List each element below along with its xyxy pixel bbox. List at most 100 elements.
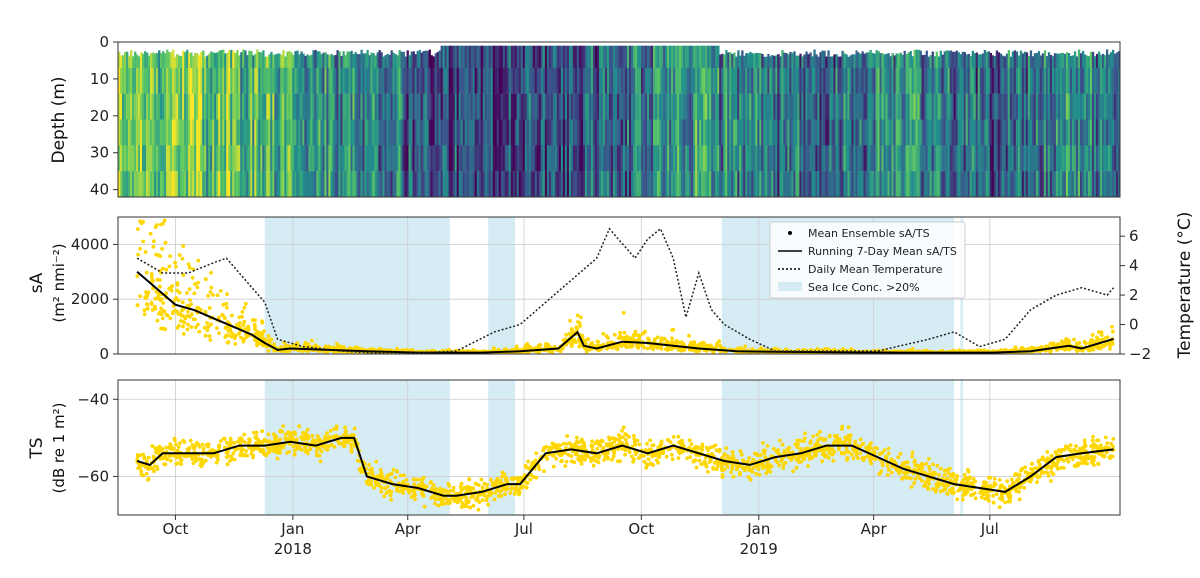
- ts-point: [757, 472, 762, 477]
- ts-point: [230, 440, 235, 445]
- sea-ice-span: [488, 217, 515, 354]
- ts-point: [1102, 453, 1107, 458]
- ts-point: [558, 453, 563, 458]
- ts-point: [984, 496, 989, 500]
- sa-point: [586, 337, 591, 342]
- ts-point: [517, 490, 522, 495]
- ts-point: [334, 424, 339, 429]
- ts-point: [806, 446, 810, 451]
- sa-point: [569, 342, 574, 347]
- sa-point: [622, 330, 627, 335]
- ts-point: [971, 477, 976, 481]
- ts-point: [659, 441, 664, 446]
- ts-point: [851, 456, 856, 461]
- ts-point: [703, 456, 708, 460]
- sa-point: [1104, 336, 1108, 340]
- ts-point: [467, 477, 472, 482]
- ts-point: [1045, 450, 1050, 454]
- ts-point: [332, 427, 337, 431]
- ts-point: [926, 457, 931, 461]
- ts-point: [374, 459, 379, 464]
- ts-point: [815, 440, 820, 445]
- ts-point: [1013, 473, 1017, 477]
- ts-point: [820, 459, 824, 464]
- ts-point: [152, 469, 156, 474]
- ts-point: [1030, 462, 1034, 466]
- ts-point: [266, 432, 271, 437]
- ts-point: [1007, 491, 1011, 496]
- ts-point: [489, 477, 493, 482]
- ts-point: [476, 507, 481, 512]
- ts-point: [567, 441, 572, 446]
- ts-point: [575, 452, 579, 457]
- sa-point: [1097, 338, 1101, 342]
- ts-point: [393, 475, 398, 480]
- sa-point: [303, 340, 308, 345]
- ts-point: [736, 463, 740, 468]
- ts-point: [1068, 443, 1073, 447]
- ts-point: [141, 473, 146, 478]
- ts-point: [251, 447, 256, 452]
- ts-point: [725, 454, 730, 459]
- sa-point: [208, 338, 213, 342]
- sa-point: [230, 313, 234, 318]
- sa-point: [570, 330, 575, 334]
- ts-point: [372, 485, 376, 490]
- sa-point: [177, 290, 182, 295]
- sa-point: [1067, 339, 1072, 344]
- ts-point: [228, 436, 233, 441]
- ts-point: [231, 451, 236, 456]
- depth-tick-label: 10: [90, 70, 109, 88]
- ts-point: [1098, 452, 1103, 456]
- ts-point: [496, 494, 501, 499]
- ts-point: [459, 481, 464, 486]
- ts-point: [238, 447, 243, 451]
- ts-point: [997, 505, 1002, 510]
- ts-point: [924, 461, 929, 466]
- sa-point: [1020, 346, 1025, 350]
- sa-point: [547, 349, 551, 354]
- ts-point: [670, 457, 675, 462]
- ts-point: [433, 501, 437, 506]
- ts-point: [818, 429, 822, 434]
- ts-point: [256, 441, 261, 445]
- x-tick-label: Oct: [162, 520, 188, 538]
- ts-point: [775, 460, 780, 465]
- ts-point: [815, 433, 820, 437]
- ts-point: [636, 456, 641, 460]
- ts-point: [573, 445, 578, 450]
- sa-point: [190, 275, 195, 280]
- ts-point: [708, 445, 713, 450]
- ts-point: [785, 447, 790, 451]
- ts-point: [910, 454, 914, 459]
- ts-point: [935, 463, 940, 468]
- sa-point: [635, 344, 639, 348]
- ts-point: [512, 476, 516, 480]
- sa-point: [642, 330, 646, 335]
- ts-point: [765, 444, 770, 448]
- ts-point: [966, 468, 970, 472]
- ts-point: [913, 477, 918, 481]
- ts-point: [209, 455, 213, 459]
- ts-point: [1018, 484, 1023, 489]
- ts-point: [342, 444, 346, 449]
- sa-point: [196, 322, 200, 327]
- ts-point: [837, 438, 842, 442]
- ts-point: [886, 451, 891, 456]
- sa-point: [1091, 339, 1095, 344]
- ts-point: [845, 455, 850, 460]
- ts-point: [199, 460, 203, 465]
- ts-point: [702, 461, 706, 466]
- ts-point: [267, 450, 272, 454]
- ts-tick-label: −60: [77, 467, 109, 485]
- ts-point: [1045, 466, 1049, 470]
- sa-point: [193, 282, 197, 286]
- ts-point: [620, 447, 625, 451]
- sa-point: [595, 339, 600, 344]
- sa-point: [1099, 333, 1104, 337]
- ts-point: [431, 483, 436, 488]
- ts-point: [620, 428, 624, 433]
- ts-point: [413, 497, 417, 502]
- ts-point: [443, 496, 448, 501]
- sa-point: [528, 344, 532, 349]
